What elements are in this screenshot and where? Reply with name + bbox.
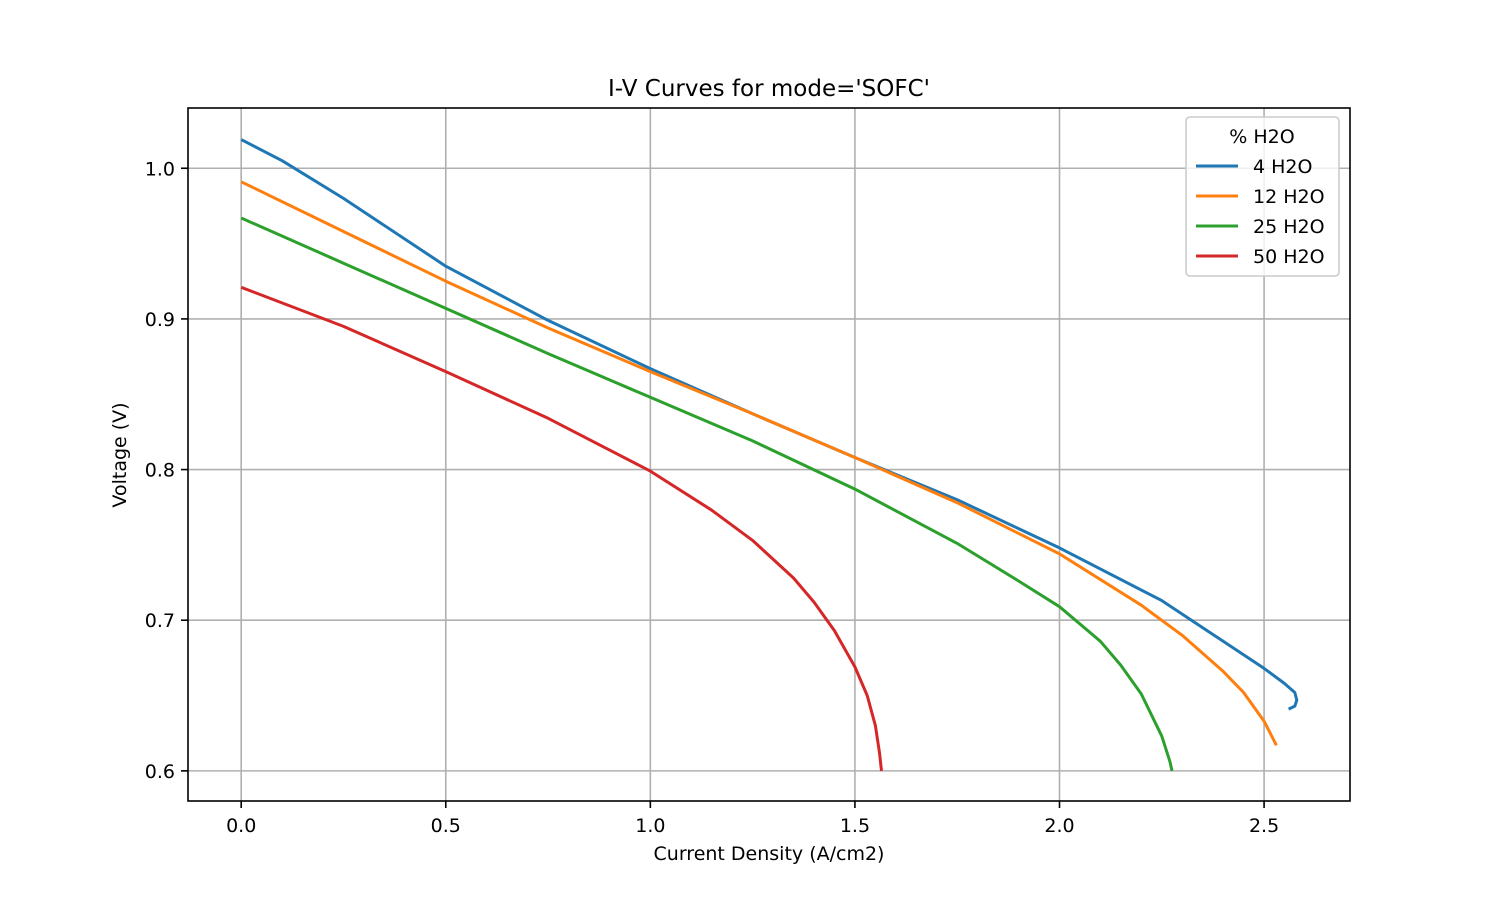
y-axis-title: Voltage (V) [109,402,131,507]
series-line-25-h2o [240,216,1174,772]
legend-label: 25 H2O [1253,216,1325,238]
x-tick-label: 2.5 [1249,815,1279,837]
y-tick-label: 0.7 [145,610,175,632]
y-axis-ticks: 0.6 0.7 0.8 0.9 1.0 [145,158,188,783]
y-tick-label: 0.9 [145,309,175,331]
plot-area-frame [187,107,1351,802]
y-tick-label: 0.8 [145,460,175,482]
y-tick-label: 0.6 [145,761,175,783]
legend-title: % H2O [1229,126,1294,148]
series-line-12-h2o [240,180,1278,746]
legend-items: 4 H2O 12 H2O 25 H2O 50 H2O [1196,156,1325,268]
x-tick-label: 0.5 [431,815,461,837]
x-tick-label: 2.0 [1044,815,1074,837]
legend-label: 50 H2O [1253,246,1325,268]
x-tick-label: 0.0 [226,815,256,837]
x-axis-ticks: 0.0 0.5 1.0 1.5 2.0 2.5 [226,801,1279,837]
legend-label: 4 H2O [1253,156,1312,178]
series-line-4-h2o [240,138,1299,711]
series-layer [240,138,1299,772]
x-tick-label: 1.5 [840,815,870,837]
legend-label: 12 H2O [1253,186,1325,208]
y-tick-label: 1.0 [145,158,175,180]
legend: % H2O 4 H2O 12 H2O 25 H2O 50 H2O [1185,116,1340,277]
legend-box [1185,116,1340,277]
chart-title: I-V Curves for mode='SOFC' [608,76,930,102]
series-line-50-h2o [240,285,883,772]
x-axis-title: Current Density (A/cm2) [654,843,885,865]
x-tick-label: 1.0 [635,815,665,837]
